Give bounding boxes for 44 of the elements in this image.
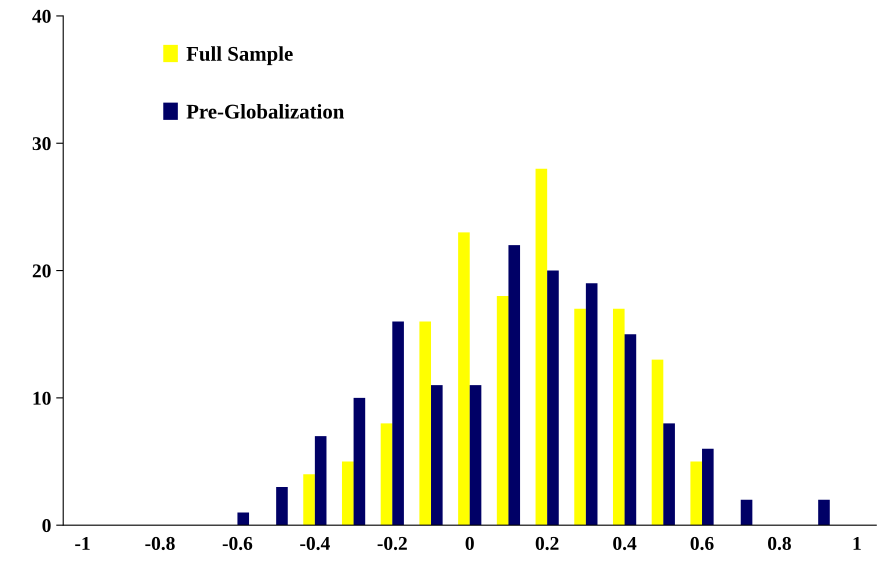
- bar: [690, 462, 702, 526]
- x-tick-label: -0.8: [145, 536, 175, 550]
- bar: [508, 245, 520, 526]
- bar: [342, 462, 354, 526]
- y-tick-label: 30: [32, 137, 51, 150]
- x-tick-label: 0.8: [768, 536, 791, 550]
- x-tick-label: -0.6: [222, 536, 252, 550]
- x-tick-label: 0.6: [690, 536, 714, 550]
- bar: [624, 334, 636, 526]
- bar: [380, 423, 392, 526]
- y-tick-label: 10: [34, 392, 51, 405]
- bar: [818, 500, 830, 526]
- bar: [702, 448, 714, 526]
- x-tick-label: 1: [854, 536, 861, 550]
- bar: [314, 436, 326, 526]
- x-tick-label: 0: [466, 536, 474, 550]
- bar: [392, 321, 404, 526]
- x-tick-label: -0.2: [378, 536, 407, 550]
- bar: [237, 512, 250, 526]
- y-tick-label: 0: [42, 519, 51, 532]
- bar: [536, 168, 548, 526]
- bar: [276, 486, 288, 526]
- x-tick-label: 0.2: [536, 536, 558, 550]
- bar: [496, 296, 508, 526]
- bar: [612, 308, 625, 526]
- bar: [354, 398, 366, 526]
- legend-label: Pre-Globalization: [186, 104, 344, 119]
- x-tick-label: -0.4: [300, 536, 330, 550]
- bar: [740, 500, 752, 526]
- y-tick-label: 40: [32, 10, 51, 23]
- bar: [419, 321, 432, 526]
- bar: [574, 308, 586, 526]
- x-tick-label: 0.4: [613, 536, 636, 550]
- bar: [470, 385, 482, 526]
- legend-label: Full Sample: [186, 46, 293, 66]
- bar: [652, 360, 664, 526]
- bar: [431, 385, 443, 526]
- y-tick-label: 20: [32, 264, 51, 278]
- bar: [458, 232, 470, 526]
- bar: [663, 423, 675, 526]
- x-tick-label: -1: [75, 536, 90, 550]
- bar: [303, 474, 315, 526]
- bar: [547, 270, 559, 526]
- bar: [586, 283, 598, 526]
